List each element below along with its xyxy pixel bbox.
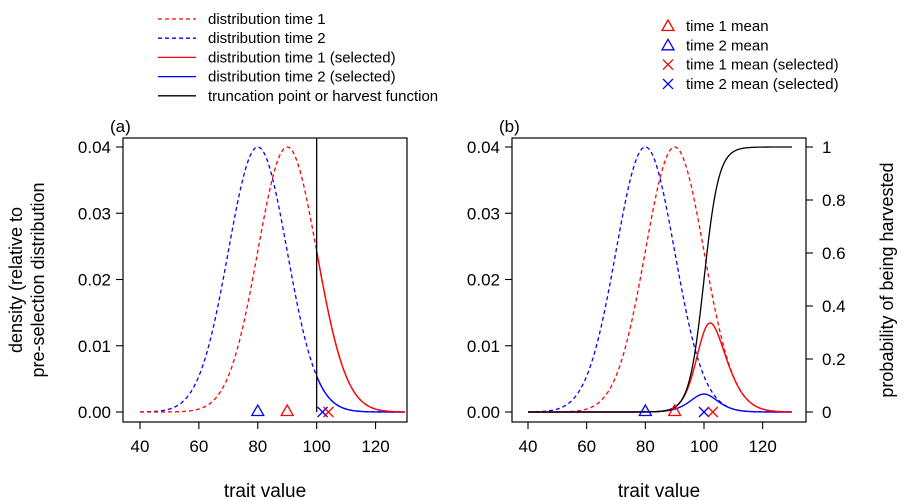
- legend-right-label-2: time 1 mean (selected): [686, 57, 839, 74]
- panel-b-ytick-label-2: 0.02: [467, 271, 500, 290]
- panel-b-ytick-label-1: 0.01: [467, 337, 500, 356]
- panel-a: (a) 40 60 80 100 120 trait value 0.00 0.01 0.02 0.…: [6, 117, 408, 500]
- panel-a-xtick-label-1: 60: [189, 437, 208, 456]
- panel-b-ytick-label-4: 0.04: [467, 138, 500, 157]
- panel-a-xtick-label-3: 100: [302, 437, 330, 456]
- panel-b-mean-time1-selected-b: [707, 406, 719, 418]
- panel-b-dist-time1-selected: [528, 322, 793, 413]
- panel-b-label: (b): [499, 117, 520, 136]
- panel-b-ylabel-right: probability of being harvested: [877, 162, 897, 397]
- panel-b-xtick-label-0: 40: [519, 437, 538, 456]
- panel-a-mean-time1-selected-b: [322, 406, 334, 418]
- panel-b-ytick-right-label-5: 1: [822, 138, 831, 157]
- legend-right-marker-1: [660, 37, 676, 51]
- legend-right-marker-3-b: [662, 78, 674, 90]
- legend-left-label-2: distribution time 1 (selected): [208, 49, 396, 66]
- panel-a-dist-time1: [140, 146, 406, 413]
- legend-right-label-0: time 1 mean: [686, 18, 769, 35]
- panel-a-ytick-label-3: 0.03: [78, 204, 111, 223]
- panel-a-ytick-label-2: 0.02: [78, 271, 111, 290]
- legend-right-marker-3: [662, 78, 674, 90]
- panel-b-mean-time2-selected: [698, 406, 710, 418]
- panel-b-harvest-function: [528, 146, 792, 413]
- panel-a-dist-time2: [139, 146, 405, 413]
- panel-a-frame: [122, 137, 408, 423]
- legend-right-marker-2-b: [662, 59, 674, 71]
- panel-b-mean-time1: [667, 403, 682, 417]
- panel-b-ytick-right-label-1: 0.2: [822, 350, 846, 369]
- legend-left-label-0: distribution time 1: [208, 11, 326, 28]
- panel-a-xtick-label-0: 40: [131, 437, 150, 456]
- legend-right-marker-0: [660, 18, 676, 32]
- panel-b-ytick-right-label-4: 0.8: [822, 191, 846, 210]
- panel-b-ytick-right-label-2: 0.4: [822, 297, 846, 316]
- panel-a-dist-time2-selected: [316, 375, 405, 413]
- panel-b-dist-time2: [527, 146, 792, 413]
- panel-a-ytick-label-0: 0.00: [78, 403, 111, 422]
- panel-a-mean-time1: [280, 403, 295, 417]
- legend-left-label-4: truncation point or harvest function: [208, 88, 438, 105]
- panel-a-mean-time1-selected: [322, 406, 334, 418]
- panel-b-ytick-right-label-0: 0: [822, 403, 831, 422]
- panel-a-mean-time2: [250, 403, 265, 417]
- legend-left-label-3: distribution time 2 (selected): [208, 69, 396, 86]
- panel-b-dist-time2-selected: [528, 393, 792, 413]
- legend-left: distribution time 1 distribution time 2 di…: [158, 11, 438, 105]
- panel-b-mean-time1-selected: [707, 406, 719, 418]
- panel-b: (b) 40 60 80 100 120 trait value 0.00 0.01 0.02 0.…: [467, 117, 897, 500]
- panel-a-dist-time1-selected: [315, 251, 406, 413]
- legend-right-label-3: time 2 mean (selected): [686, 76, 839, 93]
- panel-b-xtick-label-3: 100: [690, 437, 718, 456]
- panel-a-ylabel-line-1: pre-selection distribution: [28, 182, 48, 377]
- panel-a-ytick-label-4: 0.04: [78, 138, 111, 157]
- legend-right: time 1 mean time 2 mean time 1 mean (selec…: [660, 18, 839, 93]
- panel-a-ytick-label-1: 0.01: [78, 337, 111, 356]
- panel-b-xtick-label-4: 120: [748, 437, 776, 456]
- panel-a-mean-time2-selected: [317, 406, 329, 418]
- panel-b-xtick-label-1: 60: [577, 437, 596, 456]
- panel-b-ytick-label-3: 0.03: [467, 204, 500, 223]
- panel-a-ylabel-line-0: density (relative to: [6, 207, 26, 353]
- panel-b-dist-time1: [528, 146, 793, 413]
- legend-left-label-1: distribution time 2: [208, 30, 326, 47]
- panel-a-xlabel: trait value: [224, 481, 306, 500]
- panel-b-ytick-label-0: 0.00: [467, 403, 500, 422]
- panel-b-frame: [511, 137, 807, 423]
- panel-b-mean-time2: [638, 403, 653, 417]
- panel-b-xlabel: trait value: [618, 481, 700, 500]
- legend-right-marker-2: [662, 59, 674, 71]
- panel-b-mean-time2-selected-b: [698, 406, 710, 418]
- panel-b-xtick-label-2: 80: [636, 437, 655, 456]
- panel-b-ytick-right-label-3: 0.6: [822, 244, 846, 263]
- panel-a-xtick-label-4: 120: [361, 437, 389, 456]
- panel-a-label: (a): [110, 117, 131, 136]
- legend-right-label-1: time 2 mean: [686, 37, 769, 54]
- panel-a-xtick-label-2: 80: [248, 437, 267, 456]
